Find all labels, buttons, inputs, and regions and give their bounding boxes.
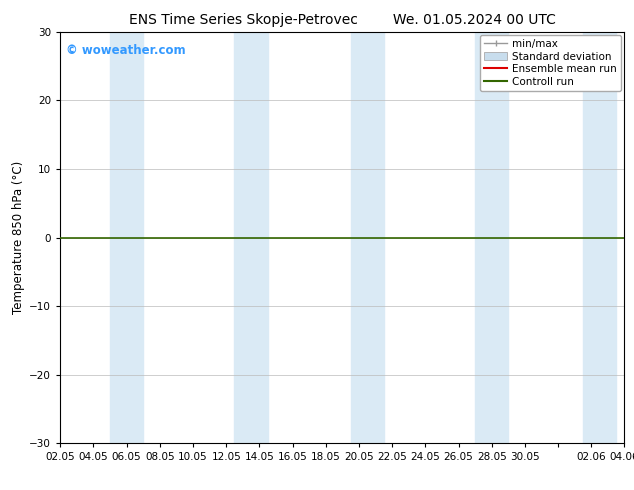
Bar: [235, 32, 268, 443]
Y-axis label: Temperature 850 hPa (°C): Temperature 850 hPa (°C): [12, 161, 25, 314]
Bar: [351, 32, 384, 443]
Bar: [110, 32, 143, 443]
Text: © woweather.com: © woweather.com: [66, 44, 186, 57]
Legend: min/max, Standard deviation, Ensemble mean run, Controll run: min/max, Standard deviation, Ensemble me…: [480, 35, 621, 91]
Title: ENS Time Series Skopje-Petrovec        We. 01.05.2024 00 UTC: ENS Time Series Skopje-Petrovec We. 01.0…: [129, 13, 556, 26]
Bar: [475, 32, 508, 443]
Bar: [583, 32, 616, 443]
